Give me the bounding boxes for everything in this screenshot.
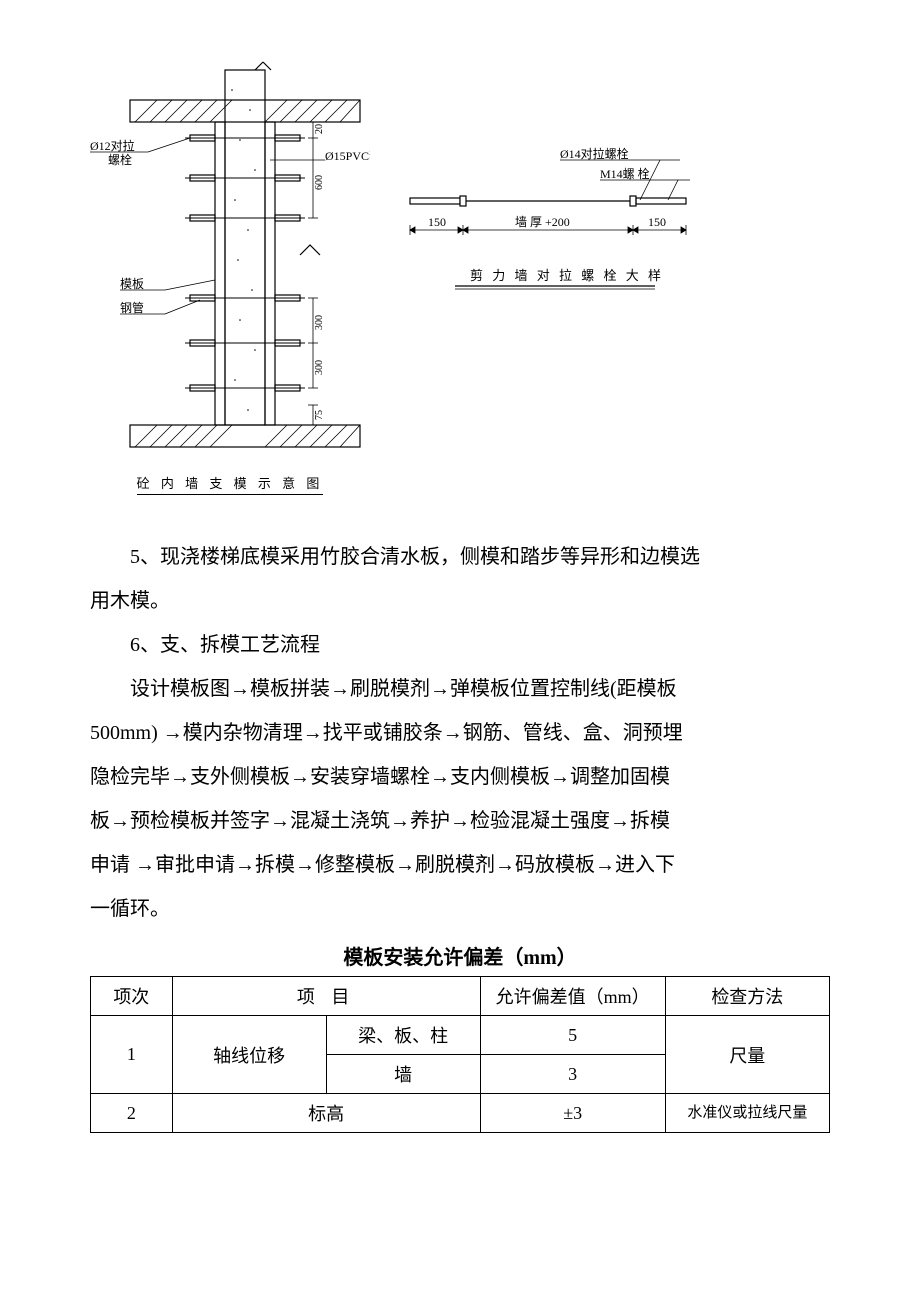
th-item: 项 目 [172, 977, 480, 1016]
svg-text:螺栓: 螺栓 [108, 152, 132, 167]
svg-text:150: 150 [648, 215, 666, 229]
label-form: 模板 [120, 277, 144, 291]
th-seq: 项次 [91, 977, 173, 1016]
label-m14: M14螺 栓 [600, 166, 650, 181]
svg-text:150: 150 [428, 215, 446, 229]
th-method: 检查方法 [665, 977, 829, 1016]
dim-20: 20 [314, 124, 325, 134]
wall-form-diagram: 20 600 300 300 75 Ø12对拉 螺栓 [90, 60, 370, 495]
left-diagram-caption: 砼 内 墙 支 模 示 意 图 [90, 473, 370, 495]
table-header-row: 项次 项 目 允许偏差值（mm） 检查方法 [91, 977, 830, 1016]
body-text: 5、现浇楼梯底模采用竹胶合清水板，侧模和踏步等异形和边模选 用木模。 6、支、拆… [90, 535, 830, 931]
tolerance-table: 项次 项 目 允许偏差值（mm） 检查方法 1 轴线位移 梁、板、柱 5 尺量 … [90, 976, 830, 1133]
label-bolt: Ø12对拉 [90, 138, 135, 153]
label-bolt14: Ø14对拉螺栓 [560, 146, 629, 161]
paragraph-6-title: 6、支、拆模工艺流程 [90, 623, 830, 667]
th-tol: 允许偏差值（mm） [480, 977, 665, 1016]
svg-text:300: 300 [314, 360, 325, 375]
dim-600: 600 [314, 175, 325, 190]
table-title: 模板安装允许偏差（mm） [90, 941, 830, 970]
paragraph-6-flow: 设计模板图→模板拼装→刷脱模剂→弹模板位置控制线(距模板 [90, 667, 830, 711]
label-pipe: 钢管 [120, 300, 144, 315]
svg-text:墙 厚 +200: 墙 厚 +200 [515, 215, 570, 229]
paragraph-5: 5、现浇楼梯底模采用竹胶合清水板，侧模和踏步等异形和边模选 [90, 535, 830, 579]
svg-text:300: 300 [314, 315, 325, 330]
table-row: 1 轴线位移 梁、板、柱 5 尺量 [91, 1016, 830, 1055]
svg-text:剪 力 墙 对 拉 螺 栓 大 样: 剪 力 墙 对 拉 螺 栓 大 样 [470, 268, 664, 283]
label-pvc: Ø15PVC套管 [325, 148, 370, 163]
svg-text:75: 75 [314, 410, 325, 420]
table-row: 2 标高 ±3 水准仪或拉线尺量 [91, 1094, 830, 1133]
tie-bolt-diagram: Ø14对拉螺栓 M14螺 栓 [400, 140, 700, 315]
